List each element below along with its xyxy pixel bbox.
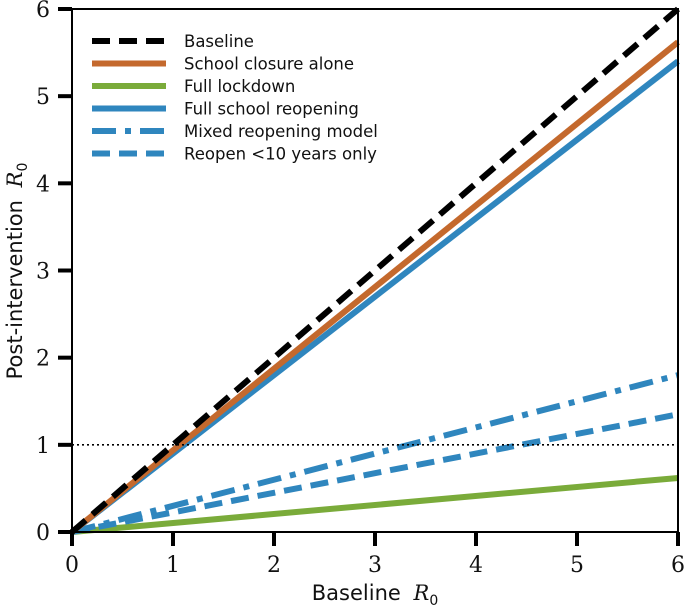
legend-label: Mixed reopening model	[184, 122, 378, 141]
legend-label: Full lockdown	[184, 77, 295, 96]
legend-item: Full school reopening	[92, 100, 359, 119]
legend-item: School closure alone	[92, 55, 354, 74]
x-axis-ticks: 0 1 2 3 4 5 6	[65, 532, 685, 578]
series-line-full-lockdown	[71, 474, 679, 535]
y-tick-label: 3	[36, 260, 50, 285]
y-tick-label: 5	[36, 85, 50, 110]
legend-item: Reopen <10 years only	[92, 145, 377, 164]
legend-label: Baseline	[184, 32, 254, 51]
y-tick-label: 4	[36, 172, 50, 197]
legend-item: Baseline	[92, 32, 254, 51]
legend-label: Full school reopening	[184, 100, 359, 119]
legend: Baseline School closure alone Full lockdow…	[92, 32, 378, 164]
series-line-mixed-reopening-model	[71, 372, 679, 535]
series-lines	[70, 6, 680, 535]
y-tick-label: 1	[36, 434, 50, 459]
series-line-school-closure-alone	[70, 39, 680, 535]
legend-item: Mixed reopening model	[92, 122, 378, 141]
legend-item: Full lockdown	[92, 77, 295, 96]
y-tick-label: 6	[36, 0, 50, 23]
legend-label: School closure alone	[184, 55, 354, 74]
y-tick-label: 2	[36, 347, 50, 372]
x-tick-label: 5	[570, 553, 584, 578]
x-tick-label: 1	[166, 553, 180, 578]
y-tick-label: 0	[36, 521, 50, 546]
x-tick-label: 3	[368, 553, 382, 578]
legend-label: Reopen <10 years only	[184, 145, 377, 164]
x-tick-label: 0	[65, 553, 79, 578]
x-tick-label: 6	[671, 553, 685, 578]
y-axis-label: Post-intervention R0	[3, 163, 31, 380]
x-axis-label: Baseline R0	[312, 581, 438, 607]
series-line-reopen-10-years-only	[71, 411, 679, 535]
x-tick-label: 2	[267, 553, 281, 578]
y-axis-ticks: 0 1 2 3 4 5 6	[36, 0, 72, 546]
x-tick-label: 4	[469, 553, 483, 578]
